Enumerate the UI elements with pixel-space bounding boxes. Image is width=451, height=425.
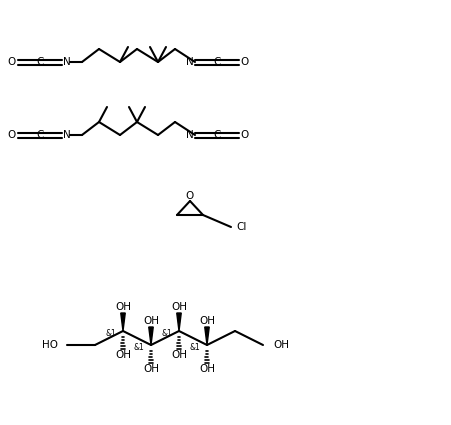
Text: &1: &1 bbox=[133, 343, 144, 351]
Text: OH: OH bbox=[198, 316, 215, 326]
Text: C: C bbox=[213, 57, 220, 67]
Text: &1: &1 bbox=[189, 343, 199, 351]
Text: &1: &1 bbox=[105, 329, 116, 337]
Polygon shape bbox=[204, 327, 209, 345]
Text: N: N bbox=[63, 57, 71, 67]
Polygon shape bbox=[120, 313, 125, 331]
Text: O: O bbox=[8, 57, 16, 67]
Text: HO: HO bbox=[42, 340, 58, 350]
Text: N: N bbox=[186, 130, 193, 140]
Text: OH: OH bbox=[198, 364, 215, 374]
Text: &1: &1 bbox=[161, 329, 172, 337]
Polygon shape bbox=[148, 327, 153, 345]
Text: OH: OH bbox=[143, 316, 159, 326]
Text: O: O bbox=[8, 130, 16, 140]
Text: OH: OH bbox=[115, 350, 131, 360]
Text: OH: OH bbox=[170, 302, 187, 312]
Text: OH: OH bbox=[272, 340, 288, 350]
Text: N: N bbox=[186, 57, 193, 67]
Text: C: C bbox=[36, 130, 44, 140]
Text: OH: OH bbox=[143, 364, 159, 374]
Text: OH: OH bbox=[115, 302, 131, 312]
Text: N: N bbox=[63, 130, 71, 140]
Text: C: C bbox=[213, 130, 220, 140]
Text: Cl: Cl bbox=[236, 222, 247, 232]
Text: O: O bbox=[240, 57, 249, 67]
Polygon shape bbox=[176, 313, 181, 331]
Text: OH: OH bbox=[170, 350, 187, 360]
Text: O: O bbox=[185, 191, 193, 201]
Text: C: C bbox=[36, 57, 44, 67]
Text: O: O bbox=[240, 130, 249, 140]
